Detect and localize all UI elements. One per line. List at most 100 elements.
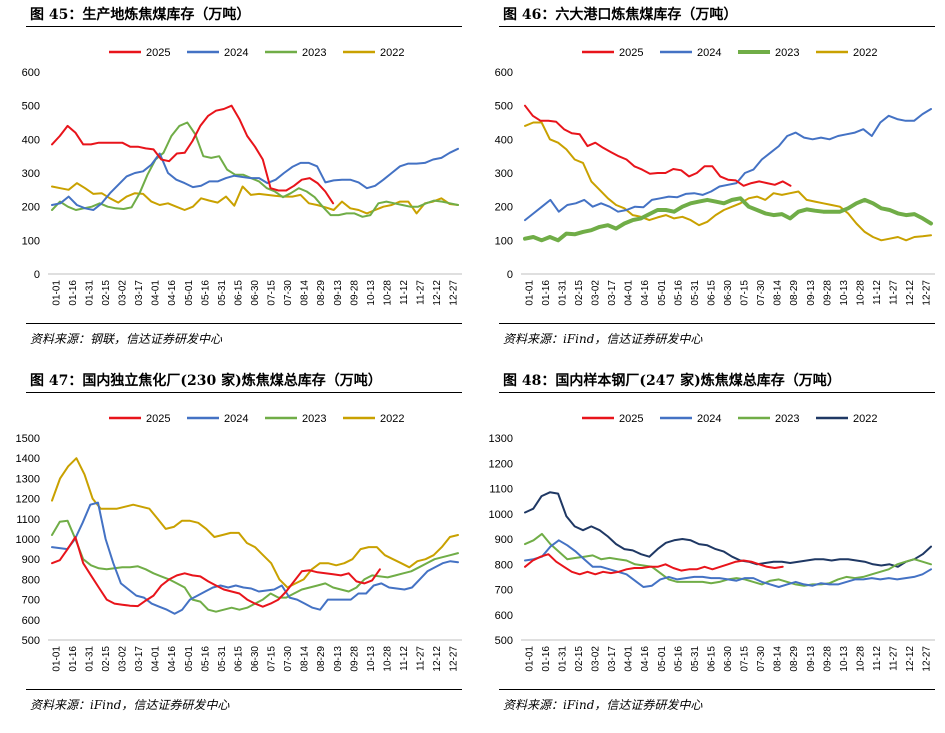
legend-label: 2022 <box>853 47 877 59</box>
series-line-2023 <box>51 519 459 613</box>
y-tick-label: 200 <box>495 202 513 214</box>
source-note: 资料来源：iFind，信达证券研发中心 <box>503 332 703 346</box>
y-tick-label: 0 <box>507 269 513 281</box>
title-rule <box>26 392 462 393</box>
legend-item-2024: 2024 <box>660 413 721 425</box>
series-line-2022 <box>51 457 459 589</box>
x-tick-label: 07-30 <box>283 646 294 672</box>
series-line-2023 <box>51 121 459 218</box>
y-tick-label: 400 <box>22 134 40 146</box>
x-tick-label: 06-30 <box>250 280 261 306</box>
x-tick-label: 04-16 <box>640 280 651 306</box>
x-tick-label: 09-13 <box>333 646 344 672</box>
x-tick-label: 04-01 <box>624 646 635 672</box>
x-tick-label: 10-28 <box>382 280 393 306</box>
x-tick-label: 05-16 <box>200 646 211 672</box>
legend-item-2024: 2024 <box>187 47 248 59</box>
x-tick-label: 03-17 <box>134 280 145 306</box>
x-tick-label: 10-13 <box>839 280 850 306</box>
chart-title: 图 47：国内独立焦化厂(230 家)炼焦煤总库存（万吨） <box>30 373 382 389</box>
x-tick-label: 08-29 <box>789 646 800 672</box>
x-tick-label: 06-30 <box>250 646 261 672</box>
chart-panel-46: 图 46：六大港口炼焦煤库存（万吨） 0 100 200 300 400 500 600 01… <box>473 0 945 366</box>
x-tick-label: 05-01 <box>184 646 195 672</box>
x-tick-label: 05-16 <box>200 280 211 306</box>
legend-label: 2024 <box>224 47 248 59</box>
x-tick-label: 03-17 <box>607 646 618 672</box>
x-tick-label: 09-28 <box>822 280 833 306</box>
chart-title: 图 45：生产地炼焦煤库存（万吨） <box>30 7 251 23</box>
source-rule <box>499 689 935 690</box>
x-tick-label: 05-01 <box>184 280 195 306</box>
x-tick-label: 04-01 <box>624 280 635 306</box>
x-tick-label: 08-14 <box>300 280 311 306</box>
y-tick-label: 1300 <box>16 473 40 485</box>
legend-label: 2024 <box>697 413 721 425</box>
x-tick-label: 09-13 <box>806 646 817 672</box>
chart-title: 图 48：国内样本钢厂(247 家)炼焦煤总库存（万吨） <box>503 373 841 389</box>
x-tick-label: 01-01 <box>524 646 535 672</box>
y-tick-label: 500 <box>495 101 513 113</box>
x-tick-label: 09-13 <box>806 280 817 306</box>
x-tick-label: 08-14 <box>773 646 784 672</box>
legend-label: 2023 <box>775 47 799 59</box>
y-tick-label: 800 <box>22 574 40 586</box>
x-tick-label: 09-13 <box>333 280 344 306</box>
legend-item-2025: 2025 <box>582 413 643 425</box>
y-tick-label: 900 <box>22 554 40 566</box>
legend-item-2025: 2025 <box>109 47 170 59</box>
x-tick-label: 11-27 <box>416 280 427 305</box>
y-tick-label: 500 <box>495 635 513 647</box>
x-tick-label: 12-27 <box>922 646 933 672</box>
x-tick-label: 02-15 <box>574 646 585 672</box>
x-tick-label: 11-27 <box>889 646 900 671</box>
source-note: 资料来源：iFind，信达证券研发中心 <box>30 698 230 712</box>
title-rule <box>499 392 935 393</box>
legend-item-2022: 2022 <box>816 47 877 59</box>
x-tick-label: 08-29 <box>316 280 327 306</box>
x-tick-label: 10-28 <box>855 646 866 672</box>
series-line-2022 <box>524 121 932 242</box>
x-tick-label: 01-16 <box>68 646 79 672</box>
x-tick-label: 11-12 <box>872 280 883 305</box>
x-tick-label: 05-31 <box>217 646 228 672</box>
y-tick-label: 700 <box>22 595 40 607</box>
x-tick-label: 06-15 <box>706 280 717 306</box>
x-tick-label: 06-15 <box>706 646 717 672</box>
legend-label: 2022 <box>853 413 877 425</box>
series-line-2025 <box>51 104 335 205</box>
legend-item-2023: 2023 <box>738 413 799 425</box>
x-tick-label: 12-27 <box>449 646 460 672</box>
x-tick-label: 07-30 <box>283 280 294 306</box>
x-tick-label: 05-31 <box>217 280 228 306</box>
x-tick-label: 04-01 <box>151 280 162 306</box>
x-tick-label: 05-31 <box>690 646 701 672</box>
x-tick-label: 03-17 <box>134 646 145 672</box>
x-tick-label: 07-15 <box>267 280 278 306</box>
series-line-2025 <box>524 104 792 187</box>
x-tick-label: 12-12 <box>432 280 443 306</box>
series-line-2022 <box>51 182 459 215</box>
title-rule <box>499 26 935 27</box>
legend-item-2023: 2023 <box>265 47 326 59</box>
x-tick-label: 02-15 <box>101 646 112 672</box>
chart-plot: 0 100 200 300 400 500 600 01-01 01-16 01-31 02-15 0… <box>22 47 462 306</box>
x-tick-label: 08-29 <box>316 646 327 672</box>
source-rule <box>499 323 935 324</box>
legend-label: 2023 <box>302 413 326 425</box>
legend-item-2023: 2023 <box>265 413 326 425</box>
x-tick-label: 01-31 <box>84 280 95 306</box>
x-tick-label: 05-16 <box>673 646 684 672</box>
title-rule <box>26 26 462 27</box>
x-tick-label: 03-02 <box>118 280 129 306</box>
x-tick-label: 05-31 <box>690 280 701 306</box>
x-tick-label: 09-28 <box>349 280 360 306</box>
source-note: 资料来源：钢联，信达证券研发中心 <box>30 332 223 346</box>
x-tick-label: 12-27 <box>449 280 460 306</box>
legend-label: 2024 <box>697 47 721 59</box>
x-tick-label: 04-01 <box>151 646 162 672</box>
chart-panel-48: 图 48：国内样本钢厂(247 家)炼焦煤总库存（万吨） 500 600 700 80… <box>473 366 945 732</box>
legend-label: 2022 <box>380 413 404 425</box>
legend-label: 2023 <box>775 413 799 425</box>
y-tick-label: 200 <box>22 202 40 214</box>
